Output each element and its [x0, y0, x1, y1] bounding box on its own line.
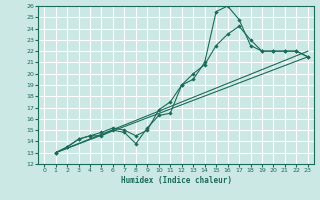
X-axis label: Humidex (Indice chaleur): Humidex (Indice chaleur) — [121, 176, 231, 185]
